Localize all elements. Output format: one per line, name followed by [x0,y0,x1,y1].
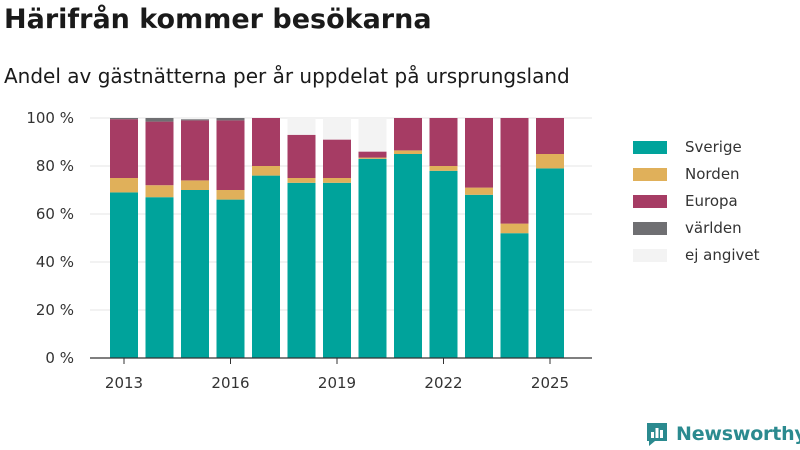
bars [110,118,564,358]
bar-segment-ej-angivet-2015 [181,118,209,120]
legend-item: ej angivet [633,246,760,264]
bar-segment-sverige-2023 [465,194,493,358]
bar-segment-europa-2024 [500,118,529,224]
y-tick-label: 40 % [36,253,74,271]
legend: Sverige Norden Europa världen ej angivet [633,138,760,264]
bar-segment-ej-angivet-2018 [287,118,316,135]
bar-segment-norden-2023 [465,187,493,195]
legend-swatch [633,141,667,154]
bar-segment-europa-2021 [394,118,422,151]
bar-segment-norden-2016 [216,190,245,200]
bar-segment-världen-2015 [181,119,209,121]
bar-segment-världen-2013 [110,118,138,120]
bar-segment-sverige-2021 [394,154,422,358]
y-tick-label: 0 % [45,349,74,367]
bar-segment-europa-2023 [465,118,493,188]
y-tick-label: 100 % [26,109,74,127]
bar-segment-norden-2022 [429,166,458,171]
bar-segment-världen-2014 [145,118,174,122]
legend-swatch [633,222,667,235]
bar-segment-sverige-2015 [181,190,209,358]
bar-segment-europa-2019 [323,139,351,178]
bar-segment-europa-2025 [536,118,564,154]
bar-segment-norden-2015 [181,180,209,190]
bar-segment-norden-2025 [536,154,564,169]
bar-segment-europa-2016 [216,120,245,190]
bar-segment-norden-2014 [145,185,174,198]
bar-segment-ej-angivet-2020 [358,118,387,152]
bar-segment-sverige-2024 [500,233,529,358]
bar-segment-sverige-2020 [358,158,387,358]
bar-segment-norden-2021 [394,150,422,154]
legend-item: Sverige [633,138,742,156]
bar-segment-norden-2020 [358,157,387,159]
bar-segment-norden-2018 [287,178,316,183]
chart-subtitle: Andel av gästnätterna per år uppdelat på… [4,64,570,88]
bar-segment-sverige-2022 [429,170,458,358]
legend-label: världen [685,219,742,237]
legend-swatch [633,249,667,262]
bar-segment-norden-2019 [323,178,351,183]
axes: 0 % 20 % 40 % 60 % 80 % 100 % 2013 2016 2019 2022… [26,109,592,392]
x-tick-label: 2022 [424,374,462,392]
bar-segment-sverige-2013 [110,192,138,358]
legend-item: världen [633,219,742,237]
brand-name: Newsworthy [676,423,800,445]
brand-logo: Newsworthy [645,421,800,447]
y-tick-label: 60 % [36,205,74,223]
bar-segment-sverige-2017 [252,175,280,358]
legend-label: Norden [685,165,740,183]
bar-segment-europa-2017 [252,118,280,166]
bar-segment-sverige-2019 [323,182,351,358]
legend-item: Norden [633,165,740,183]
bar-chart-speech-bubble-icon [647,423,667,446]
bar-segment-europa-2022 [429,118,458,166]
bar-segment-ej-angivet-2019 [323,118,351,140]
y-tick-label: 20 % [36,301,74,319]
bar-segment-europa-2015 [181,120,209,181]
x-tick-label: 2019 [318,374,356,392]
bar-segment-sverige-2025 [536,168,564,358]
bar-segment-världen-2016 [216,118,245,121]
legend-label: Europa [685,192,738,210]
bar-segment-sverige-2016 [216,199,245,358]
x-tick-label: 2013 [105,374,143,392]
x-tick-label: 2016 [211,374,249,392]
bar-segment-europa-2018 [287,134,316,178]
legend-label: Sverige [685,138,742,156]
bar-segment-europa-2013 [110,119,138,178]
bar-segment-norden-2017 [252,166,280,176]
bar-segment-europa-2020 [358,151,387,158]
stacked-bar-chart: 0 % 20 % 40 % 60 % 80 % 100 % 2013 2016 2019 2022… [26,109,760,392]
chart-title: Härifrån kommer besökarna [4,4,432,35]
legend-label: ej angivet [685,246,760,264]
legend-swatch [633,195,667,208]
bar-segment-norden-2013 [110,178,138,193]
y-tick-label: 80 % [36,157,74,175]
legend-item: Europa [633,192,738,210]
bar-segment-norden-2024 [500,223,529,234]
legend-swatch [633,168,667,181]
bar-segment-sverige-2014 [145,197,174,358]
x-tick-label: 2025 [531,374,569,392]
bar-segment-sverige-2018 [287,182,316,358]
bar-segment-europa-2014 [145,121,174,186]
